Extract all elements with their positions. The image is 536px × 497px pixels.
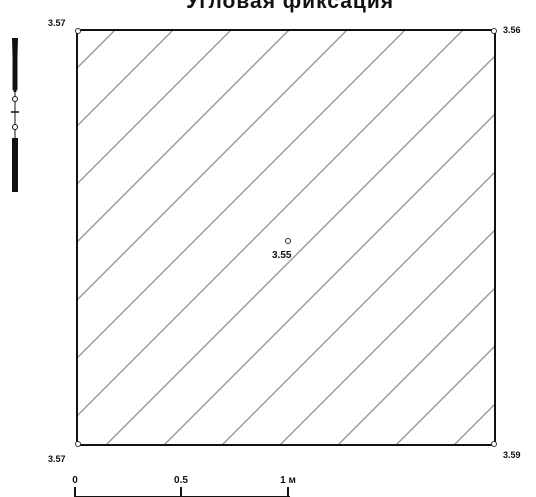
scale-label-1m: 1 м <box>280 475 296 486</box>
hatch-line <box>101 25 526 450</box>
hatch-line <box>333 25 536 450</box>
corner-marker-top-left <box>76 29 81 34</box>
hatch-line <box>0 25 178 450</box>
corner-label-bottom-left: 3.57 <box>48 454 66 464</box>
hatch-line <box>0 25 62 450</box>
hatch-line <box>0 25 352 450</box>
hatch-line <box>391 25 536 450</box>
scale-bar <box>75 487 290 497</box>
corner-label-top-right: 3.56 <box>503 25 521 35</box>
hatch-line <box>0 25 410 450</box>
hatch-pattern <box>0 25 536 450</box>
corner-marker-bottom-right <box>492 442 497 447</box>
scale-label-0: 0 <box>72 475 78 486</box>
center-marker <box>286 239 291 244</box>
corner-label-top-left: 3.57 <box>48 18 66 28</box>
diagram-title: Угловая фиксация <box>186 0 394 13</box>
hatch-line <box>0 25 294 450</box>
hatch-line <box>0 25 236 450</box>
corner-marker-bottom-left <box>76 442 81 447</box>
corner-label-bottom-right: 3.59 <box>503 450 521 460</box>
corner-marker-top-right <box>492 29 497 34</box>
vertical-slider-icon <box>11 38 19 192</box>
hatch-line <box>43 25 468 450</box>
center-label: 3.55 <box>272 250 292 261</box>
hatch-line <box>0 25 120 450</box>
hatch-line <box>507 25 536 450</box>
hatch-line <box>159 25 536 450</box>
scale-label-0-5: 0.5 <box>174 475 188 486</box>
